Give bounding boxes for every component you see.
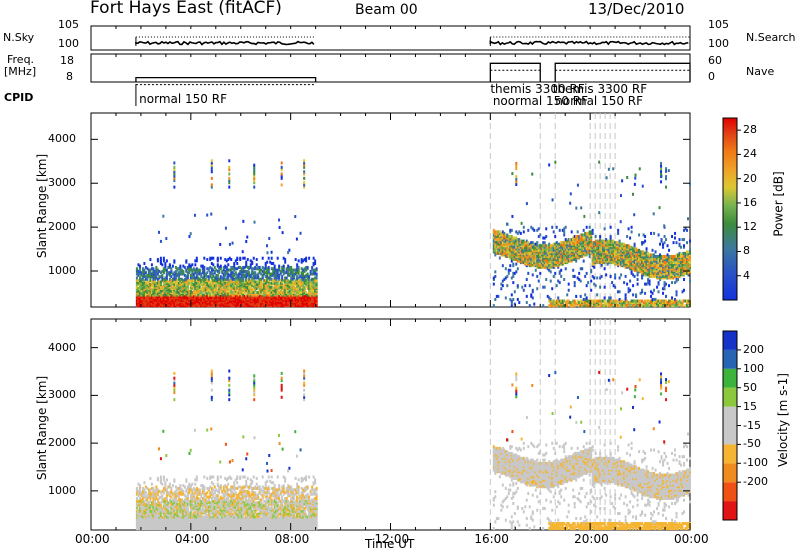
cpid-label: CPID xyxy=(4,91,34,104)
status-strips xyxy=(90,25,691,106)
ytick-label: 4000 xyxy=(48,132,76,146)
xtick-label: 04:00 xyxy=(174,532,210,546)
power-colorbar xyxy=(722,117,738,301)
nsearch-ytick-low: 100 xyxy=(708,37,729,50)
velocity-colorbar-band xyxy=(723,501,737,520)
velocity-colorbar-label: 200 xyxy=(743,342,764,356)
xtick-label: 20:00 xyxy=(574,532,609,546)
power-ylabel: Slant Range [km] xyxy=(35,153,50,259)
nsky-ytick-high: 105 xyxy=(58,18,79,31)
cpid-program-label: noormal 150 RF xyxy=(492,94,588,108)
beam-title: Beam 00 xyxy=(355,2,418,18)
velocity-colorbar-label: 50 xyxy=(743,380,757,394)
freq-label-2: [MHz] xyxy=(4,65,37,78)
cpid-program-label: themis 3300 RF xyxy=(490,82,585,96)
power-heatmap xyxy=(135,159,692,308)
nave-label: Nave xyxy=(746,65,775,78)
xtick-label: 16:00 xyxy=(474,532,509,546)
ytick-label: 1000 xyxy=(48,483,76,497)
velocity-colorbar-band xyxy=(723,444,737,464)
x-axis-label: Time UT xyxy=(365,537,415,551)
freq-trace xyxy=(135,76,317,82)
freq-trace xyxy=(489,62,541,82)
power-colorbar-label: 8 xyxy=(743,244,750,258)
xtick-label: 00:00 xyxy=(674,532,709,546)
cpid-program-label: normal 150 RF xyxy=(555,94,644,108)
power-colorbar-label: 16 xyxy=(743,195,757,209)
ytick-label: 2000 xyxy=(48,220,76,234)
velocity-colorbar-band xyxy=(723,463,737,483)
velocity-colorbar-band xyxy=(723,482,737,502)
freq-ytick-high: 18 xyxy=(60,54,74,67)
power-colorbar-label: 4 xyxy=(743,268,750,282)
ytick-label: 3000 xyxy=(48,176,76,190)
velocity-colorbar-band xyxy=(723,349,737,369)
nsky-trace xyxy=(489,40,689,46)
power-colorbar-label: 20 xyxy=(743,171,757,185)
velocity-colorbar-band xyxy=(723,368,737,388)
power-colorbar-label: 28 xyxy=(743,123,757,137)
ytick-label: 2000 xyxy=(48,436,76,450)
ytick-label: 1000 xyxy=(48,264,76,277)
nave-ytick-high: 60 xyxy=(708,54,722,67)
nsky-label: N.Sky xyxy=(3,31,35,44)
velocity-colorbar-label: 15 xyxy=(743,399,757,413)
nsky-ytick-low: 100 xyxy=(58,37,79,50)
velocity-heatmap xyxy=(135,369,692,531)
nsky-frame xyxy=(90,25,691,51)
axes-layer xyxy=(90,113,741,530)
power-colorbar-label: Power [dB] xyxy=(771,171,786,237)
velocity-colorbar-label: -15 xyxy=(743,418,761,432)
velocity-colorbar-label: -50 xyxy=(743,437,761,451)
cpid-program-label: normal 150 RF xyxy=(139,92,227,106)
velocity-colorbar-label: -100 xyxy=(743,456,768,470)
velocity-ylabel: Slant Range [km] xyxy=(35,375,50,481)
velocity-colorbar-band xyxy=(723,406,737,426)
nsearch-ytick-high: 105 xyxy=(708,18,729,31)
date-title: 13/Dec/2010 xyxy=(588,0,685,18)
nave-ytick-low: 0 xyxy=(708,70,715,83)
power-colorbar-label: 12 xyxy=(743,220,757,234)
xtick-label: 00:00 xyxy=(75,532,110,546)
velocity-colorbar-band xyxy=(723,425,737,445)
power-colorbar-label: 24 xyxy=(743,147,757,161)
freq-label-1: Freq. xyxy=(7,53,35,66)
ytick-label: 3000 xyxy=(48,388,76,402)
velocity-colorbar-label: Velocity [m s-1] xyxy=(775,373,790,467)
velocity-colorbar-band xyxy=(723,331,737,350)
cpid-program-label: themis 3300 RF xyxy=(552,82,648,96)
ytick-label: 4000 xyxy=(48,340,76,354)
xtick-label: 08:00 xyxy=(274,532,310,546)
velocity-colorbar-label: 100 xyxy=(743,361,764,375)
velocity-colorbar-label: -200 xyxy=(743,475,768,489)
freq-ytick-low: 8 xyxy=(66,70,73,83)
nsearch-label: N.Search xyxy=(746,31,796,44)
nsky-trace xyxy=(135,40,315,46)
station-title: Fort Hays East (fitACF) xyxy=(90,0,282,18)
velocity-colorbar-band xyxy=(723,387,737,407)
freq-trace xyxy=(554,62,691,82)
xtick-label: 12:00 xyxy=(374,532,410,546)
